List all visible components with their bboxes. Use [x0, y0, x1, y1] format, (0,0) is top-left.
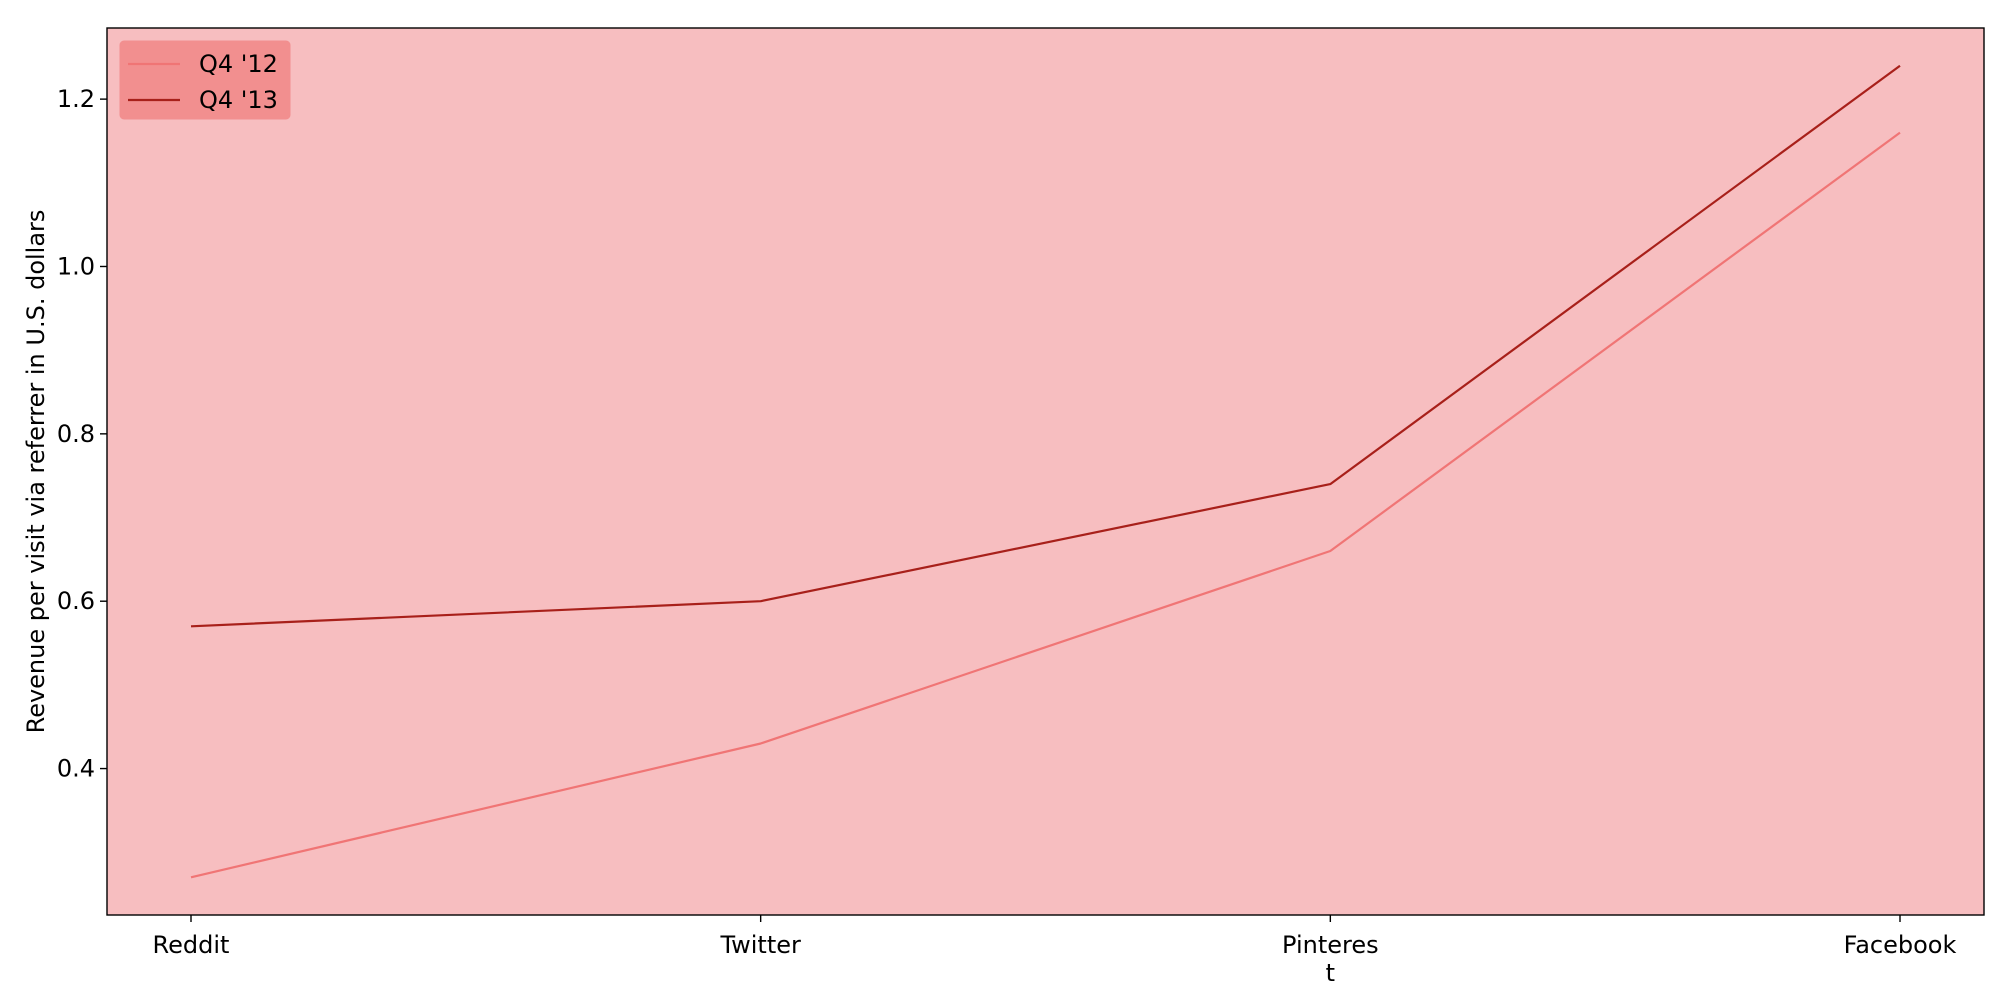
x-tick-label: Pinteres t: [1282, 931, 1379, 987]
series-layer: [190, 64, 1901, 879]
y-tick-label: 0.6: [57, 587, 95, 615]
y-axis-title: Revenue per visit via referrer in U.S. d…: [22, 210, 50, 734]
y-tick-label: 1.2: [57, 85, 95, 113]
legend-label-1: Q4 '12: [199, 50, 278, 78]
legend-label-2: Q4 '13: [199, 86, 278, 114]
y-tick-label: 0.4: [57, 755, 95, 783]
legend: Q4 '12 Q4 '13: [119, 40, 291, 120]
x-tick-label: Facebook: [1844, 931, 1957, 959]
x-tick-label: Reddit: [153, 931, 230, 959]
y-tick-label: 1.0: [57, 252, 95, 280]
x-tick-label: Twitter: [719, 931, 801, 959]
plot-area-background: [107, 28, 1984, 915]
x-axis: Reddit Twitter Pinteres t Facebook: [153, 915, 1957, 987]
y-axis: 0.4 0.6 0.8 1.0 1.2: [57, 85, 107, 783]
y-tick-label: 0.8: [57, 420, 95, 448]
plot-area-frame: [106, 27, 1985, 916]
series-line-2: [190, 64, 1901, 628]
series-line-1: [190, 131, 1901, 879]
